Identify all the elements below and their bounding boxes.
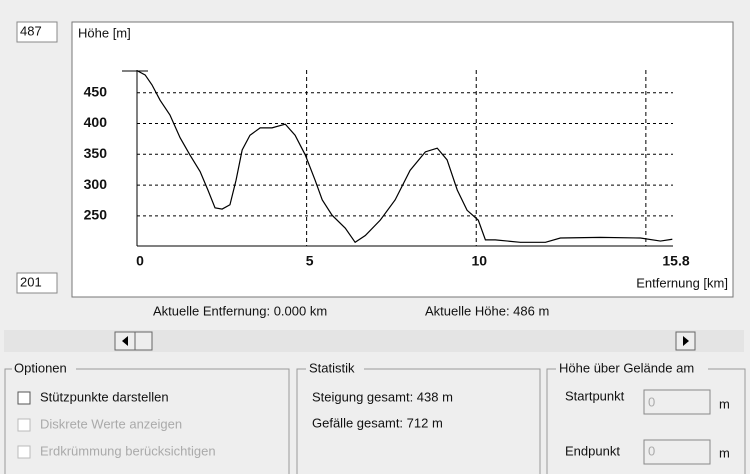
group-title-bg bbox=[556, 360, 708, 376]
elevation-line bbox=[136, 70, 673, 244]
min-field[interactable] bbox=[16, 272, 58, 294]
group-title-bg bbox=[306, 360, 364, 376]
group-box bbox=[296, 368, 541, 474]
y-tick-label: 350 bbox=[84, 145, 108, 161]
checkbox[interactable] bbox=[17, 418, 31, 432]
x-tick-label: 15.8 bbox=[662, 253, 689, 269]
scrollbar[interactable] bbox=[4, 330, 744, 352]
x-axis-label: Entfernung [km] bbox=[636, 275, 728, 290]
y-tick-label: 450 bbox=[84, 83, 108, 99]
spin-box[interactable] bbox=[643, 439, 711, 465]
unit: m bbox=[719, 445, 730, 460]
x-tick-label: 0 bbox=[136, 253, 144, 269]
checkbox-label: Erdkrümmung berücksichtigen bbox=[40, 443, 216, 458]
checkbox-label: Diskrete Werte anzeigen bbox=[40, 416, 182, 431]
min-value: 201 bbox=[20, 274, 42, 289]
group-title-bg bbox=[12, 360, 76, 376]
x-tick-label: 5 bbox=[306, 253, 314, 269]
status-distance: Aktuelle Entfernung: 0.000 km bbox=[153, 303, 327, 318]
spin-value: 0 bbox=[648, 394, 655, 409]
y-axis-label: Höhe [m] bbox=[78, 25, 131, 40]
x-tick-label: 10 bbox=[471, 253, 487, 269]
y-tick-label: 300 bbox=[84, 176, 108, 192]
y-tick-label: 250 bbox=[84, 207, 108, 223]
group-title: Optionen bbox=[14, 360, 67, 375]
arrow-icon bbox=[683, 336, 689, 346]
spin-value: 0 bbox=[648, 443, 655, 458]
unit: m bbox=[719, 396, 730, 411]
status-height: Aktuelle Höhe: 486 m bbox=[425, 303, 549, 318]
scroll-thumb[interactable] bbox=[134, 331, 153, 351]
stat-line: Gefälle gesamt: 712 m bbox=[312, 415, 443, 430]
arrow-icon bbox=[122, 336, 128, 346]
field-label: Endpunkt bbox=[565, 443, 620, 458]
checkbox[interactable] bbox=[17, 391, 31, 405]
stat-line: Steigung gesamt: 438 m bbox=[312, 389, 453, 404]
spin-box[interactable] bbox=[643, 389, 711, 415]
checkbox[interactable] bbox=[17, 445, 31, 459]
checkbox-label: Stützpunkte darstellen bbox=[40, 389, 169, 404]
max-field[interactable] bbox=[16, 21, 58, 43]
group-title: Statistik bbox=[309, 360, 355, 375]
chart-panel bbox=[71, 21, 734, 298]
group-title: Höhe über Gelände am bbox=[559, 360, 694, 375]
field-label: Startpunkt bbox=[565, 388, 625, 403]
max-value: 487 bbox=[20, 23, 42, 38]
y-tick-label: 400 bbox=[84, 114, 108, 130]
group-box bbox=[4, 368, 290, 474]
